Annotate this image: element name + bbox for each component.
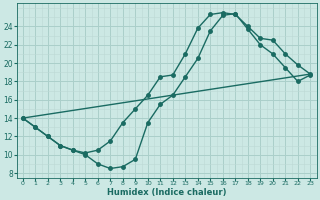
X-axis label: Humidex (Indice chaleur): Humidex (Indice chaleur) xyxy=(107,188,226,197)
